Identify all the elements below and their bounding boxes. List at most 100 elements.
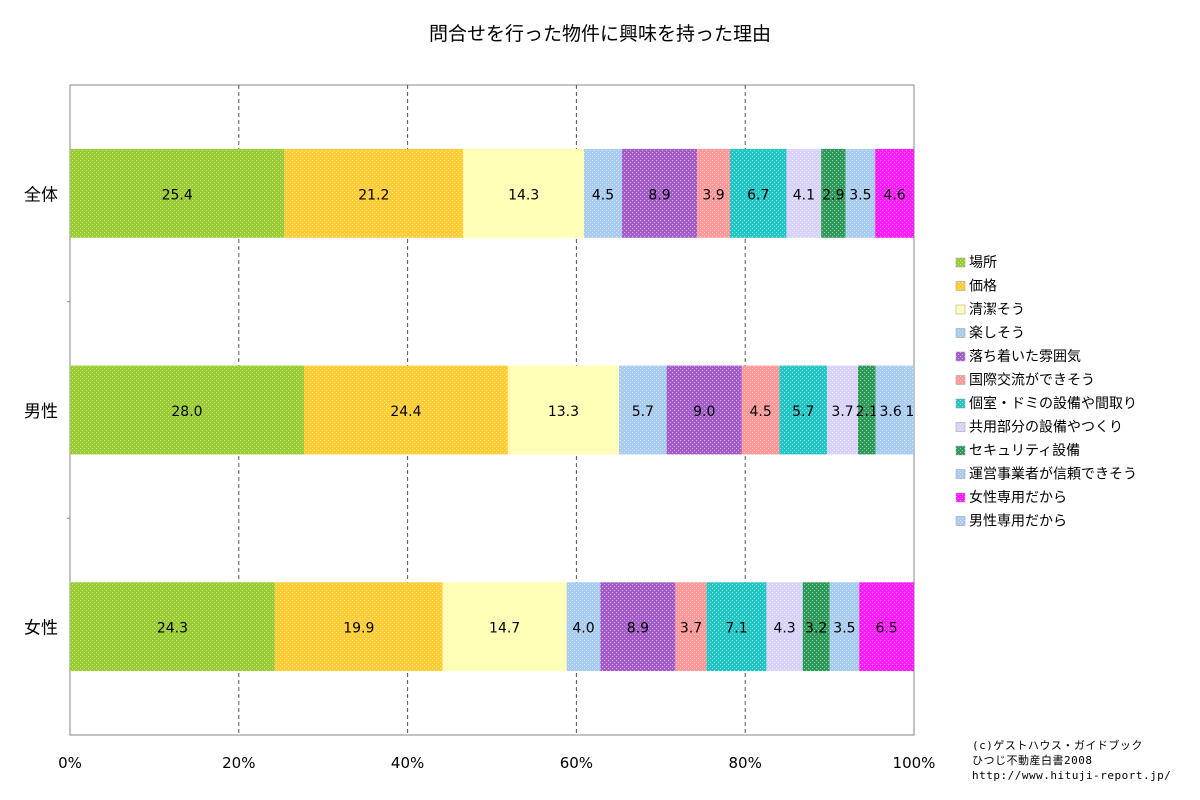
bar-segment — [905, 365, 914, 455]
bar-segment — [730, 148, 787, 238]
x-tick-label: 40% — [391, 754, 424, 772]
data-label: 3.6 — [879, 404, 901, 420]
bar-segment — [741, 365, 780, 455]
chart-title: 問合せを行った物件に興味を持った理由 — [429, 23, 771, 45]
legend-label: 共用部分の設備やつくり — [969, 420, 1123, 436]
data-label: 3.7 — [831, 404, 853, 420]
bar-segment — [70, 365, 304, 455]
legend-label: 楽しそう — [969, 326, 1025, 342]
bar-segment — [619, 365, 667, 455]
bar-segment — [600, 582, 676, 672]
bar-segment — [821, 148, 846, 238]
bar-segment — [621, 148, 698, 238]
data-label: 3.2 — [805, 621, 827, 637]
legend-swatch — [955, 516, 966, 526]
bar-segment — [463, 148, 584, 238]
data-label: 4.5 — [750, 404, 772, 420]
legend-label: 個室・ドミの設備や間取り — [969, 395, 1137, 412]
data-label: 4.6 — [883, 187, 905, 203]
legend-swatch — [955, 398, 966, 409]
legend-swatch — [955, 375, 966, 385]
data-label: 3.7 — [680, 621, 702, 637]
bar-segment — [284, 148, 464, 238]
data-label: 7.1 — [725, 621, 747, 637]
legend-label: 女性専用だから — [969, 489, 1067, 506]
data-label: 19.9 — [343, 621, 374, 637]
bar-segment — [858, 365, 876, 455]
bar-segment — [566, 582, 601, 672]
data-label: 6.5 — [875, 621, 897, 637]
bar-segment — [70, 582, 275, 672]
legend-label: 国際交流ができそう — [969, 372, 1095, 389]
legend-swatch — [955, 257, 966, 268]
x-tick-label: 0% — [58, 754, 82, 772]
bar-segment — [859, 582, 914, 672]
bar-segment — [779, 365, 828, 455]
data-label: 2.1 — [856, 404, 878, 420]
legend-label: セキュリティ設備 — [969, 443, 1080, 459]
data-label: 4.1 — [793, 187, 815, 203]
data-label: 4.3 — [773, 621, 795, 637]
bar-segment — [706, 582, 767, 672]
legend-swatch — [955, 492, 966, 503]
legend: 場所価格清潔そう楽しそう落ち着いた雰囲気国際交流ができそう個室・ドミの設備や間取… — [955, 255, 1137, 530]
y-category-label: 男性 — [24, 402, 58, 422]
legend-swatch — [955, 304, 966, 315]
bar-segment — [829, 582, 860, 672]
y-category-label: 全体 — [24, 185, 58, 205]
credit-line-1: (c)ゲストハウス・ガイドブック — [972, 739, 1143, 752]
legend-label: 価格 — [969, 279, 997, 295]
bar-segment — [274, 582, 443, 672]
plot-area: 0% 20% 40% 60% 80% 100%全体 25.4 21.2 14.3 4.5 8.9 3.… — [24, 84, 936, 772]
data-label: 2.9 — [822, 187, 844, 203]
copyright-credit: (c)ゲストハウス・ガイドブック ひつじ不動産白書2008 http://www… — [972, 738, 1194, 783]
bar-segment — [70, 148, 285, 238]
data-label: 5.7 — [792, 404, 814, 420]
bar-segment — [786, 148, 822, 238]
bar-segment — [442, 582, 567, 672]
data-label: 24.3 — [157, 621, 188, 637]
legend-label: 運営事業者が信頼できそう — [969, 467, 1137, 483]
data-label: 13.3 — [548, 404, 579, 420]
bar-segment — [303, 365, 508, 455]
bar-segment — [827, 365, 859, 455]
data-label: 3.5 — [833, 621, 855, 637]
legend-label: 落ち着いた雰囲気 — [969, 349, 1081, 365]
data-label: 8.9 — [648, 187, 670, 203]
legend-swatch — [955, 445, 966, 456]
data-label: 5.7 — [632, 404, 654, 420]
data-label: 28.0 — [171, 404, 202, 420]
bar-segment — [507, 365, 620, 455]
data-label: 21.2 — [358, 187, 389, 203]
legend-swatch — [955, 328, 966, 338]
data-label: 4.0 — [572, 621, 594, 637]
bar-segment — [875, 365, 906, 455]
bar-segment — [675, 582, 707, 672]
data-label: 3.9 — [702, 187, 724, 203]
legend-label: 男性専用だから — [969, 514, 1067, 530]
data-label: 3.5 — [849, 187, 871, 203]
legend-swatch — [955, 281, 966, 291]
bar-segment — [666, 365, 742, 455]
legend-swatch — [955, 469, 966, 479]
bar-segment — [766, 582, 803, 672]
data-label: 14.3 — [508, 187, 539, 203]
bar-segment — [845, 148, 876, 238]
x-tick-label: 60% — [560, 754, 593, 772]
data-label: 1 — [905, 404, 914, 420]
credit-line-3: http://www.hituji-report.jp/ — [972, 769, 1172, 782]
legend-swatch — [955, 351, 966, 362]
x-tick-label: 80% — [729, 754, 762, 772]
bar-segment — [802, 582, 830, 672]
y-category-label: 女性 — [24, 619, 58, 639]
x-tick-label: 100% — [893, 754, 936, 772]
bar-segment — [875, 148, 914, 238]
legend-swatch — [955, 422, 966, 432]
data-label: 14.7 — [489, 621, 520, 637]
data-label: 4.5 — [592, 187, 614, 203]
data-label: 8.9 — [627, 621, 649, 637]
x-tick-label: 20% — [222, 754, 255, 772]
data-label: 25.4 — [162, 187, 193, 203]
data-label: 6.7 — [747, 187, 769, 203]
